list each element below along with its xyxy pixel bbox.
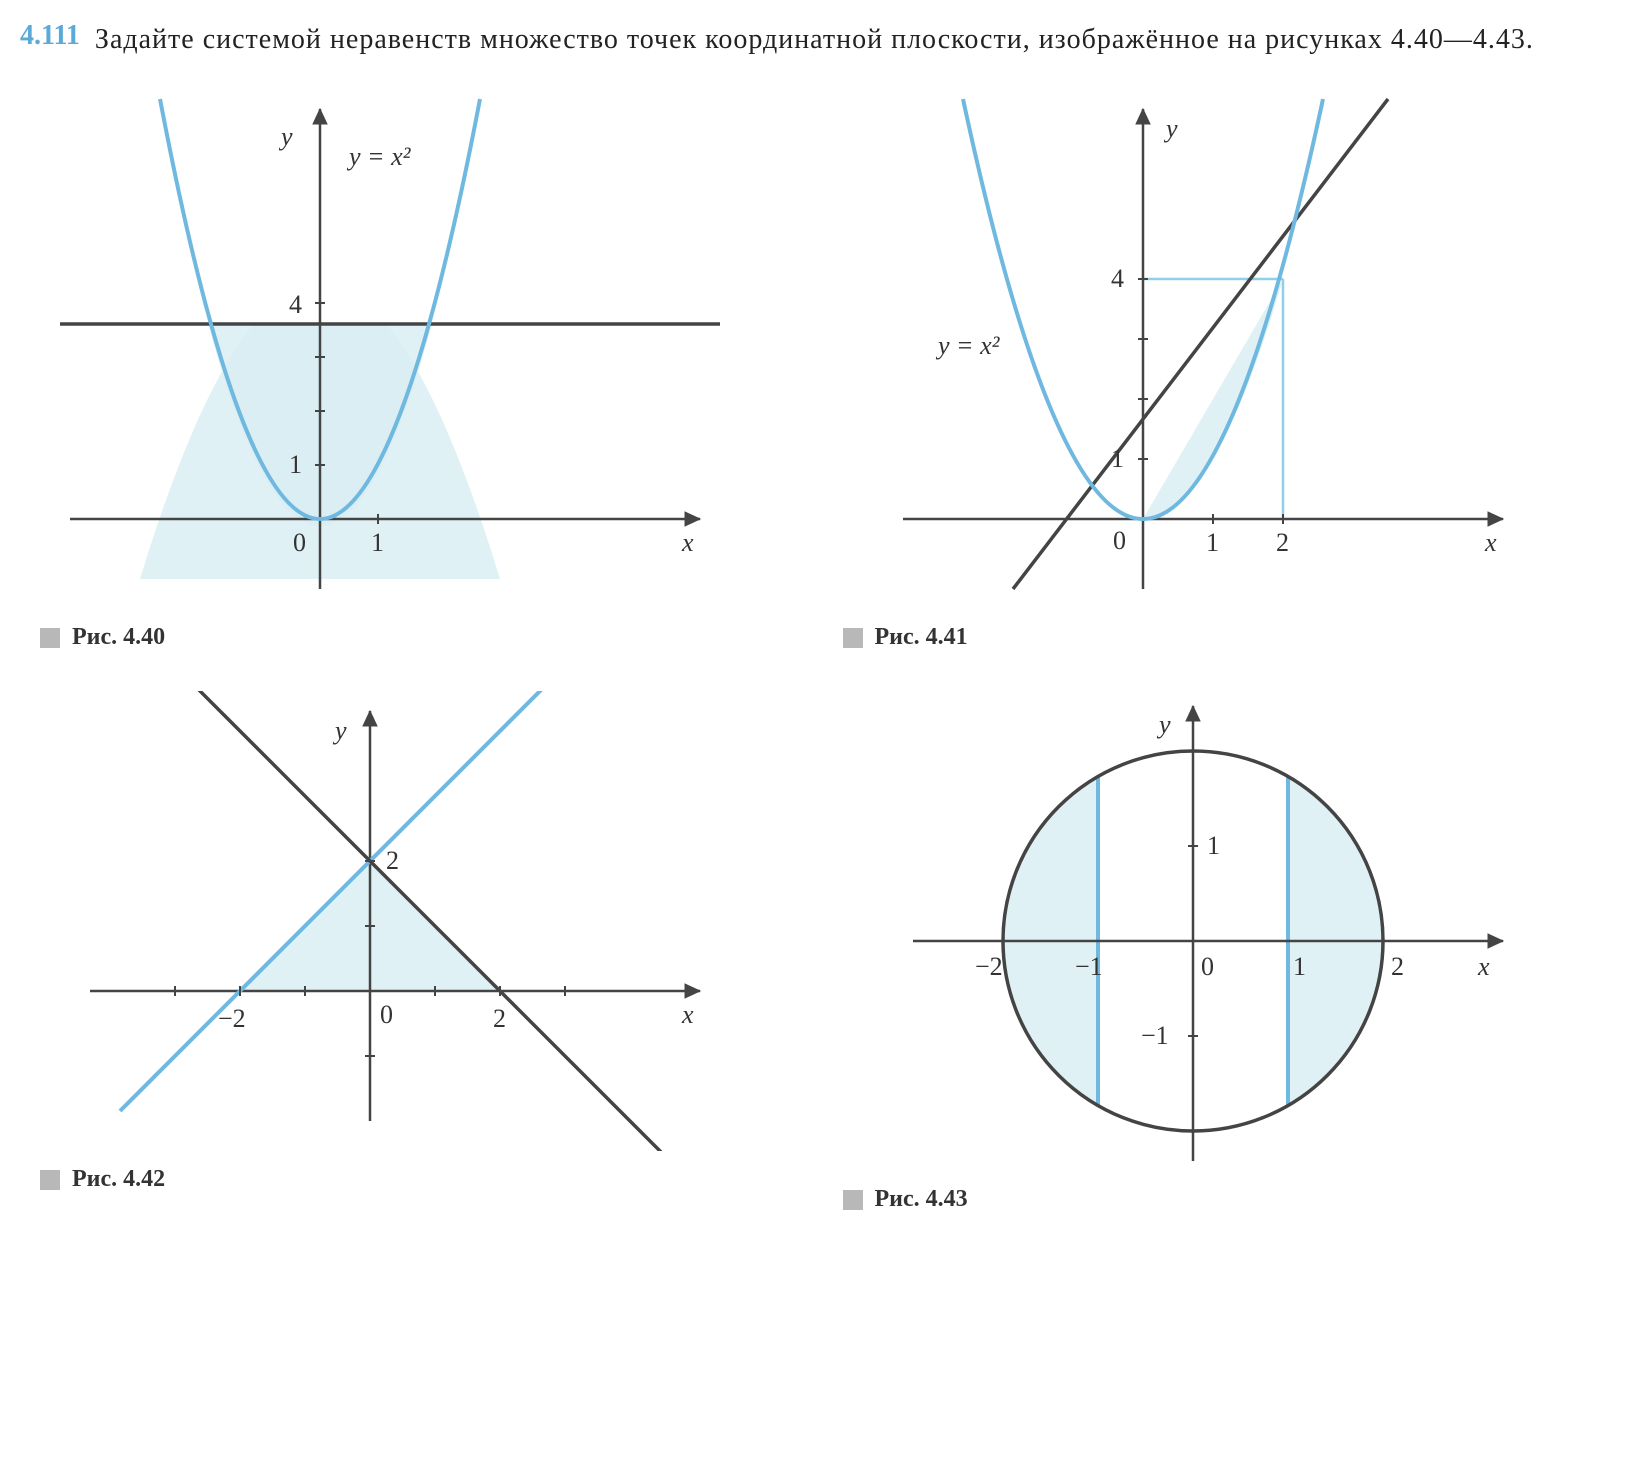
xtick-2: 2 — [1391, 952, 1404, 981]
origin-label: 0 — [1201, 952, 1214, 981]
figure-4-40: y y = x² x 0 1 4 1 Рис. 4.40 — [40, 89, 783, 651]
figure-label-4-41: Рис. 4.41 — [843, 624, 968, 651]
problem-text: Задайте системой неравенств множество то… — [95, 20, 1534, 59]
figure-caption: Рис. 4.42 — [72, 1166, 165, 1193]
xtick-neg2: −2 — [218, 1004, 246, 1033]
origin-label: 0 — [1113, 526, 1126, 555]
x-axis-label: x — [1477, 952, 1490, 981]
xtick-1: 1 — [1206, 528, 1219, 557]
chart-4-43: y x 0 −2 −1 1 2 1 −1 — [843, 691, 1543, 1171]
y-axis-label: y — [1163, 114, 1178, 143]
figure-4-41: y = x² y x 0 1 2 1 4 Рис. 4.41 — [843, 89, 1586, 651]
x-axis-label: x — [681, 1000, 694, 1029]
ytick-4: 4 — [289, 290, 302, 319]
label-square-icon — [40, 628, 60, 648]
y-axis-label: y — [332, 716, 347, 745]
xtick-2: 2 — [1276, 528, 1289, 557]
figure-caption: Рис. 4.40 — [72, 624, 165, 651]
chart-4-42: y x 0 −2 2 2 — [40, 691, 740, 1151]
figure-label-4-40: Рис. 4.40 — [40, 624, 165, 651]
label-square-icon — [40, 1170, 60, 1190]
xtick-1: 1 — [1293, 952, 1306, 981]
figure-caption: Рис. 4.41 — [875, 624, 968, 651]
problem-header: 4.111 Задайте системой неравенств множес… — [20, 20, 1605, 59]
figures-grid: y y = x² x 0 1 4 1 Рис. 4.40 — [20, 89, 1605, 1213]
figure-label-4-42: Рис. 4.42 — [40, 1166, 165, 1193]
origin-label: 0 — [380, 1000, 393, 1029]
y-axis-label: y — [1156, 710, 1171, 739]
problem-number: 4.111 — [20, 20, 80, 52]
xtick-2: 2 — [493, 1004, 506, 1033]
xtick-neg1: −1 — [1075, 952, 1103, 981]
figure-4-42: y x 0 −2 2 2 Рис. 4.42 — [40, 691, 783, 1213]
x-axis-label: x — [1484, 528, 1497, 557]
curve-label: y = x² — [935, 331, 1001, 360]
origin-label: 0 — [293, 528, 306, 557]
ytick-1: 1 — [1207, 831, 1220, 860]
curve-label: y = x² — [346, 142, 412, 171]
label-square-icon — [843, 1190, 863, 1210]
label-square-icon — [843, 628, 863, 648]
chart-4-40: y y = x² x 0 1 4 1 — [40, 89, 740, 609]
figure-4-43: y x 0 −2 −1 1 2 1 −1 Рис. 4.43 — [843, 691, 1586, 1213]
y-axis-label: y — [278, 122, 293, 151]
chart-4-41: y = x² y x 0 1 2 1 4 — [843, 89, 1543, 609]
figure-label-4-43: Рис. 4.43 — [843, 1186, 968, 1213]
ytick-1: 1 — [289, 450, 302, 479]
ytick-4: 4 — [1111, 264, 1124, 293]
ytick-1: 1 — [1111, 444, 1124, 473]
xtick-1: 1 — [371, 528, 384, 557]
xtick-neg2: −2 — [975, 952, 1003, 981]
x-axis-label: x — [681, 528, 694, 557]
ytick-2: 2 — [386, 846, 399, 875]
figure-caption: Рис. 4.43 — [875, 1186, 968, 1213]
ytick-neg1: −1 — [1141, 1021, 1169, 1050]
